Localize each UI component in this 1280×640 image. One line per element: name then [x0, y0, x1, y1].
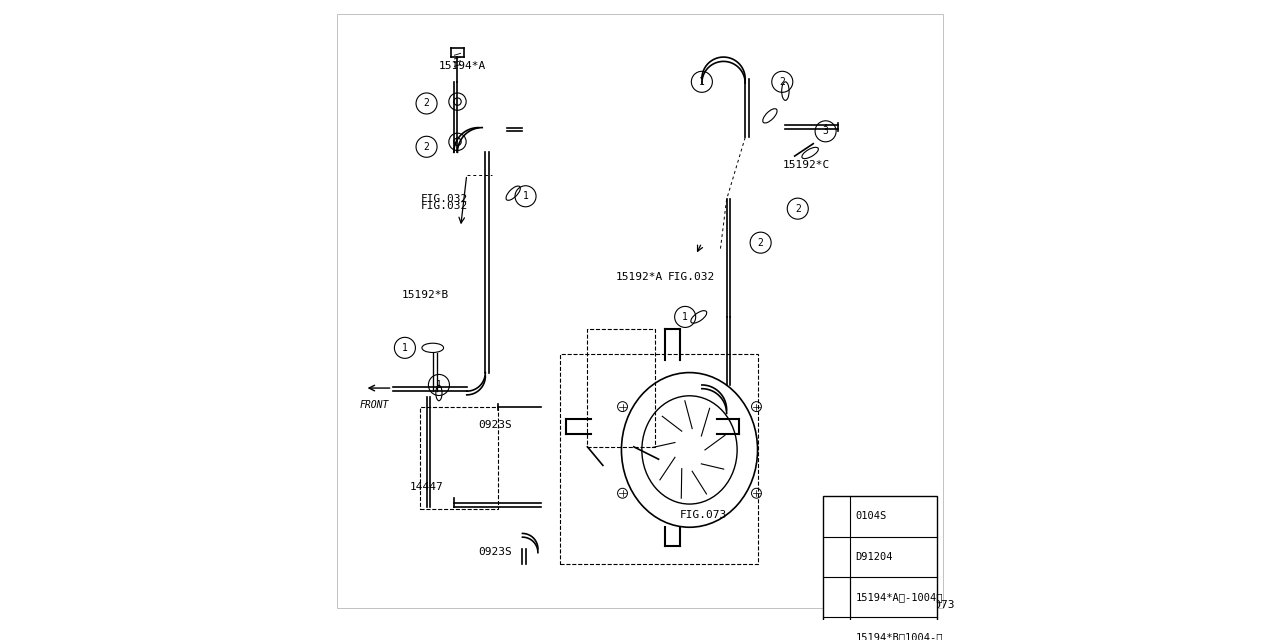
Text: 1: 1 [682, 312, 689, 322]
Bar [420, 406, 498, 509]
Text: 15192*B: 15192*B [402, 291, 449, 300]
Text: FIG.032: FIG.032 [668, 272, 716, 282]
Text: FIG.032: FIG.032 [420, 200, 467, 211]
Text: 2: 2 [795, 204, 801, 214]
Bar [823, 497, 937, 640]
Text: A040001073: A040001073 [887, 600, 955, 609]
Bar [588, 330, 655, 447]
Text: FIG.032: FIG.032 [420, 195, 467, 204]
Text: 15194*A（-1004）: 15194*A（-1004） [855, 592, 943, 602]
Text: 1: 1 [436, 380, 442, 390]
Text: FRONT: FRONT [360, 401, 389, 410]
Text: 0923S: 0923S [477, 547, 512, 557]
Text: 14447: 14447 [410, 482, 444, 492]
Text: 1: 1 [402, 343, 408, 353]
Text: 3: 3 [833, 612, 840, 622]
Text: 3: 3 [823, 126, 828, 136]
Bar [559, 354, 758, 564]
Text: 0923S: 0923S [477, 420, 512, 430]
Text: 2: 2 [833, 552, 840, 562]
Text: 15192*A: 15192*A [616, 272, 663, 282]
Text: 15192*C: 15192*C [782, 161, 829, 170]
Text: 1: 1 [522, 191, 529, 201]
Text: A040001073: A040001073 [868, 595, 931, 605]
Text: FIG.073: FIG.073 [680, 510, 727, 520]
Text: 0104S: 0104S [855, 511, 887, 522]
Text: 1: 1 [833, 511, 840, 522]
Text: 2: 2 [424, 99, 430, 108]
Text: 15194*B（1004-）: 15194*B（1004-） [855, 632, 943, 640]
Text: D91204: D91204 [855, 552, 892, 562]
Text: 15194*A: 15194*A [439, 61, 486, 71]
Text: 1: 1 [699, 77, 705, 87]
Text: 3: 3 [833, 592, 840, 602]
Text: 2: 2 [758, 237, 764, 248]
Text: 2: 2 [424, 142, 430, 152]
Text: 2: 2 [780, 77, 785, 87]
